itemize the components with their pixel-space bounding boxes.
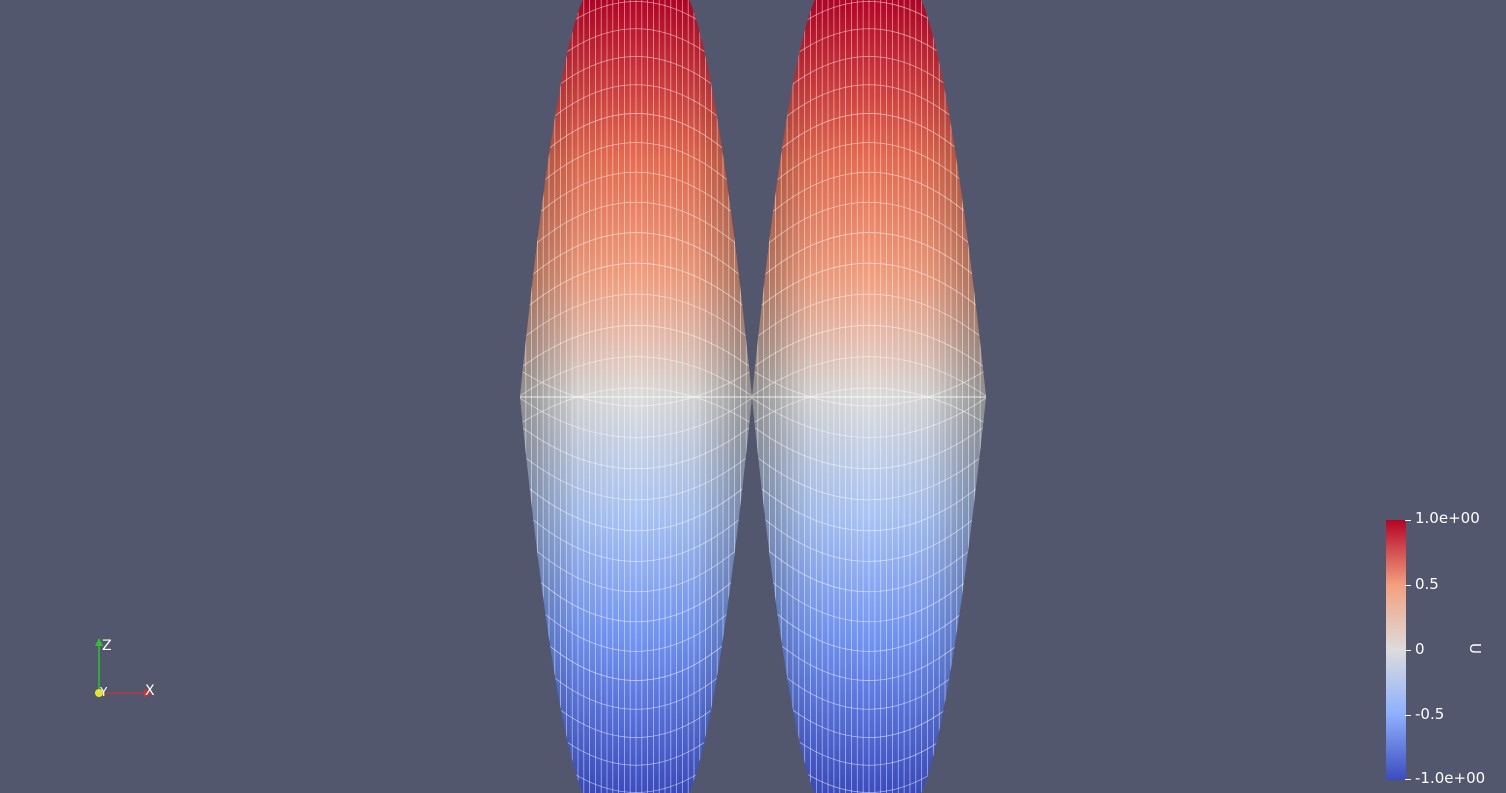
colorbar-label-min: -1.0e+00 [1415,769,1486,787]
colorbar-label-half: 0.5 [1415,575,1439,593]
contour-line [520,417,752,470]
contour-line [520,172,752,242]
contour-line [752,201,986,269]
contour-line [752,525,986,593]
contour-line [520,201,752,269]
orientation-axes: Z X Y [95,638,155,699]
contour-line [520,471,752,532]
colorbar-title: U [1466,643,1484,654]
contour-line [520,390,752,438]
z-axis-arrow-icon [95,638,103,646]
colorbar-tick [1405,520,1411,521]
contour-line [752,390,986,438]
z-axis-label: Z [102,638,112,654]
colorbar-tick [1405,650,1411,651]
contour-line [520,262,752,323]
contour-line [520,498,752,562]
contour-line [752,324,986,377]
colorbar-tick [1405,715,1411,716]
colorbar-tick [1405,585,1411,586]
colorbar-tick [1405,779,1411,780]
contour-line [752,498,986,562]
contour-line [752,356,986,404]
x-axis-label: X [145,683,155,699]
contour-line [520,525,752,593]
color-bar [1386,520,1406,780]
contour-line [752,552,986,622]
contour-line [520,363,752,407]
contour-line [752,262,986,323]
contour-line [520,356,752,404]
contour-line [520,232,752,296]
contour-line [520,293,752,350]
colorbar-label-zero: 0 [1415,640,1425,658]
contour-line [752,172,986,242]
contour-line [520,324,752,377]
contour-line [752,363,986,407]
colorbar-label-max: 1.0e+00 [1415,509,1480,527]
contour-line [752,471,986,532]
contour-line [520,444,752,501]
x-axis-arrow-icon [144,689,152,697]
y-axis-label: Y [99,685,108,699]
contour-line [752,232,986,296]
contour-line [520,552,752,622]
contour-line [752,417,986,470]
y-axis-dot-icon [95,689,103,697]
contour-line [752,293,986,350]
colorbar-label-neg-half: -0.5 [1415,705,1445,723]
contour-line [752,444,986,501]
